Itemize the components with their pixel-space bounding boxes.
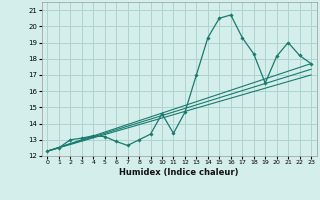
X-axis label: Humidex (Indice chaleur): Humidex (Indice chaleur) xyxy=(119,168,239,177)
